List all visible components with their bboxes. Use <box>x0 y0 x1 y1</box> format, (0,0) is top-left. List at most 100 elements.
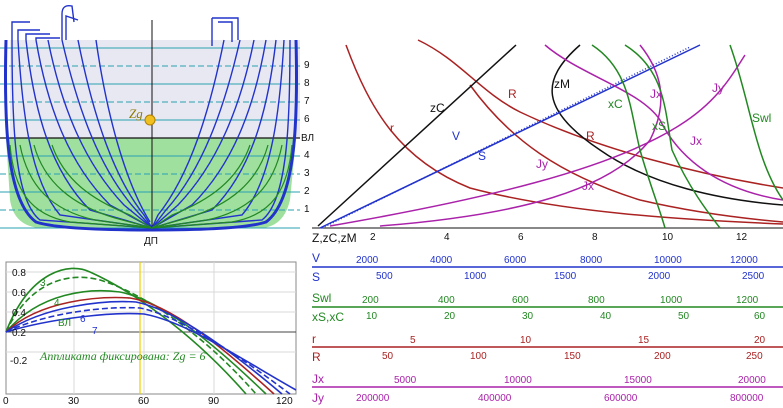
scale-tick: 1200 <box>736 295 759 306</box>
scale-tick: 10000 <box>654 255 682 266</box>
scale-v-ticks: 2000 4000 6000 8000 10000 12000 <box>356 255 758 266</box>
curve-label-jx-left: Jx <box>582 179 594 193</box>
scale-r-ticks: 5 10 15 20 <box>410 335 766 346</box>
scale-tick: 2000 <box>648 271 671 282</box>
frame-lines-left <box>11 4 153 229</box>
scale-tick: 5 <box>410 335 416 346</box>
hull-contour-right <box>151 39 299 232</box>
scale-tick: 4000 <box>430 255 453 266</box>
waterline-number: 2 <box>304 186 310 197</box>
scale-xs-ticks: 10 20 30 40 50 60 <box>366 311 766 322</box>
curve-lines <box>317 39 783 229</box>
stability-plot-frame <box>5 261 297 395</box>
curve-label: 6 <box>80 314 86 325</box>
x-tick-label: 120 <box>276 396 293 407</box>
scale-name: r <box>312 332 316 346</box>
scale-tick: 200 <box>362 295 379 306</box>
scale-tick: 100 <box>470 351 487 362</box>
scale-tick: 15 <box>638 335 650 346</box>
scale-tick: 400000 <box>478 393 512 404</box>
scale-tick: 600 <box>512 295 529 306</box>
scale-tick: 2500 <box>742 271 765 282</box>
curve-label: 4 <box>54 298 60 309</box>
y-tick-label: 0.4 <box>12 308 26 319</box>
body-plan: Zg 1 2 3 4 ВЛ 6 7 8 9 ДП <box>0 4 314 247</box>
stability-x-ticks: 0 30 60 90 120 <box>3 396 293 407</box>
zg-label: Zg <box>129 106 143 121</box>
scale-tick: 6000 <box>504 255 527 266</box>
x-tick-label: 60 <box>138 396 150 407</box>
scale-name: Jy <box>312 391 324 405</box>
curve-label-jx-right: Jx <box>650 87 662 101</box>
underwater-frames-right <box>151 144 293 229</box>
curve-label-xs: xS <box>652 119 666 133</box>
waterline-number: 4 <box>304 150 310 161</box>
scale-tick: 50 <box>382 351 394 362</box>
scale-tick: 4 <box>444 232 450 243</box>
curve-label-xc: xC <box>608 97 623 111</box>
scale-name: S <box>312 270 320 284</box>
scale-name: Jx <box>312 372 324 386</box>
scale-tick: 10 <box>366 311 378 322</box>
curve-label-zm: zM <box>554 77 570 91</box>
scale-tick: 1000 <box>464 271 487 282</box>
scale-tick: 10 <box>520 335 532 346</box>
curve-label: 7 <box>92 326 98 337</box>
waterline-number: 7 <box>304 96 310 107</box>
scale-tick: 60 <box>754 311 766 322</box>
scale-name: Swl <box>312 291 331 305</box>
y-tick-label: 0.2 <box>12 328 26 339</box>
scale-tick: 15000 <box>624 375 652 386</box>
curve-label-jy-right: Jy <box>712 81 724 95</box>
scale-name: xS,xC <box>312 310 344 324</box>
centerline-label: ДП <box>144 236 158 247</box>
scale-tick: 30 <box>522 311 534 322</box>
scale-tick: 50 <box>678 311 690 322</box>
scale-tick: 5000 <box>394 375 417 386</box>
waterline-number: ВЛ <box>301 133 314 144</box>
scale-tick: 2 <box>370 232 376 243</box>
waterline-number: 9 <box>304 60 310 71</box>
scale-bigr-ticks: 50 100 150 200 250 <box>382 351 763 362</box>
scale-tick: 12 <box>736 232 748 243</box>
curve-label: ВЛ <box>58 318 71 329</box>
scale-tick: 10000 <box>504 375 532 386</box>
scale-tick: 200 <box>654 351 671 362</box>
scale-tick: 1000 <box>660 295 683 306</box>
underwater-hull-area <box>6 138 296 230</box>
scale-tick: 200000 <box>356 393 390 404</box>
y-tick-label: 0.8 <box>12 268 26 279</box>
curve-label-s: S <box>478 149 486 163</box>
curve-label-r-upper: R <box>508 87 517 101</box>
x-tick-label: 90 <box>208 396 220 407</box>
scale-jx-ticks: 5000 10000 15000 20000 <box>394 375 766 386</box>
curve-label-r: r <box>390 121 394 135</box>
waterline-number: 3 <box>304 168 310 179</box>
scale-tick: 150 <box>564 351 581 362</box>
curve-label-jx-right-2: Jx <box>690 134 702 148</box>
curve-labels: r zC V S R zM R Jy Jx xC xS Jx Jx Jy Swl <box>390 77 771 193</box>
waterline-number: 6 <box>304 114 310 125</box>
hull-contour-left <box>3 39 153 232</box>
y-tick-label: -0.2 <box>10 356 28 367</box>
y-tick-label: 0.6 <box>12 288 26 299</box>
hydrostatic-curves: r zC V S R zM R Jy Jx xC xS Jx Jx Jy Swl <box>312 39 783 229</box>
curve-label-v: V <box>452 129 460 143</box>
underwater-frames-left <box>9 144 153 229</box>
scale-tick: 2000 <box>356 255 379 266</box>
scale-tick: 20 <box>444 311 456 322</box>
stability-grid <box>6 262 296 394</box>
scale-tick: 40 <box>600 311 612 322</box>
scale-tick: 8000 <box>580 255 603 266</box>
curve-label-r-lower: R <box>586 129 595 143</box>
x-tick-label: 0 <box>3 396 9 407</box>
scale-tick: 10 <box>662 232 674 243</box>
scale-swl-ticks: 200 400 600 800 1000 1200 <box>362 295 759 306</box>
scale-name: R <box>312 350 321 364</box>
stability-caption: Аппликата фиксирована: Zg = 6 <box>39 349 206 363</box>
curve-label-zc: zC <box>430 101 445 115</box>
scale-tick: 6 <box>518 232 524 243</box>
upper-hull-area <box>10 40 300 138</box>
scale-tick: 8 <box>592 232 598 243</box>
